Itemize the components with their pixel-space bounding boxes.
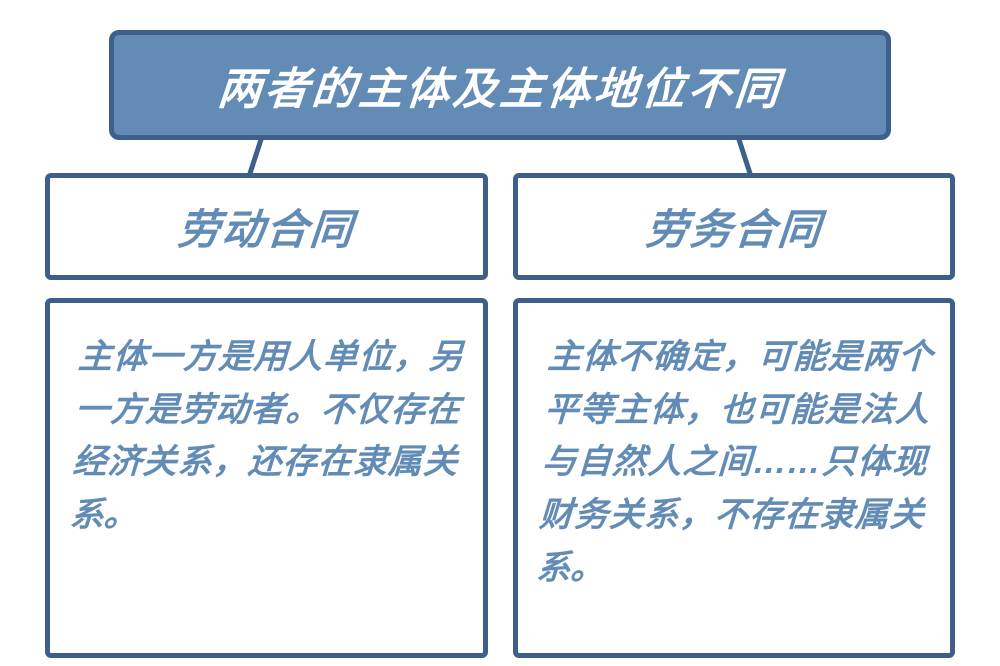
connector-lines xyxy=(45,138,955,173)
sub-header-text-left: 劳动合同 xyxy=(67,196,465,257)
column-right: 劳务合同 主体不确定，可能是两个平等主体，也可能是法人与自然人之间……只体现财务… xyxy=(513,173,956,658)
content-text-right: 主体不确定，可能是两个平等主体，也可能是法人与自然人之间……只体现财务关系，不存… xyxy=(535,331,933,594)
title-box: 两者的主体及主体地位不同 xyxy=(109,30,892,140)
sub-header-right: 劳务合同 xyxy=(513,173,956,280)
content-box-left: 主体一方是用人单位，另一方是劳动者。不仅存在经济关系，还存在隶属关系。 xyxy=(45,298,488,658)
sub-header-text-right: 劳务合同 xyxy=(535,196,933,257)
diagram-title: 两者的主体及主体地位不同 xyxy=(141,53,859,117)
column-left: 劳动合同 主体一方是用人单位，另一方是劳动者。不仅存在经济关系，还存在隶属关系。 xyxy=(45,173,488,658)
content-box-right: 主体不确定，可能是两个平等主体，也可能是法人与自然人之间……只体现财务关系，不存… xyxy=(513,298,956,658)
content-text-left: 主体一方是用人单位，另一方是劳动者。不仅存在经济关系，还存在隶属关系。 xyxy=(68,331,464,542)
columns-container: 劳动合同 主体一方是用人单位，另一方是劳动者。不仅存在经济关系，还存在隶属关系。… xyxy=(45,173,955,658)
sub-header-left: 劳动合同 xyxy=(45,173,488,280)
connector-left xyxy=(247,137,264,177)
connector-right xyxy=(736,137,753,177)
